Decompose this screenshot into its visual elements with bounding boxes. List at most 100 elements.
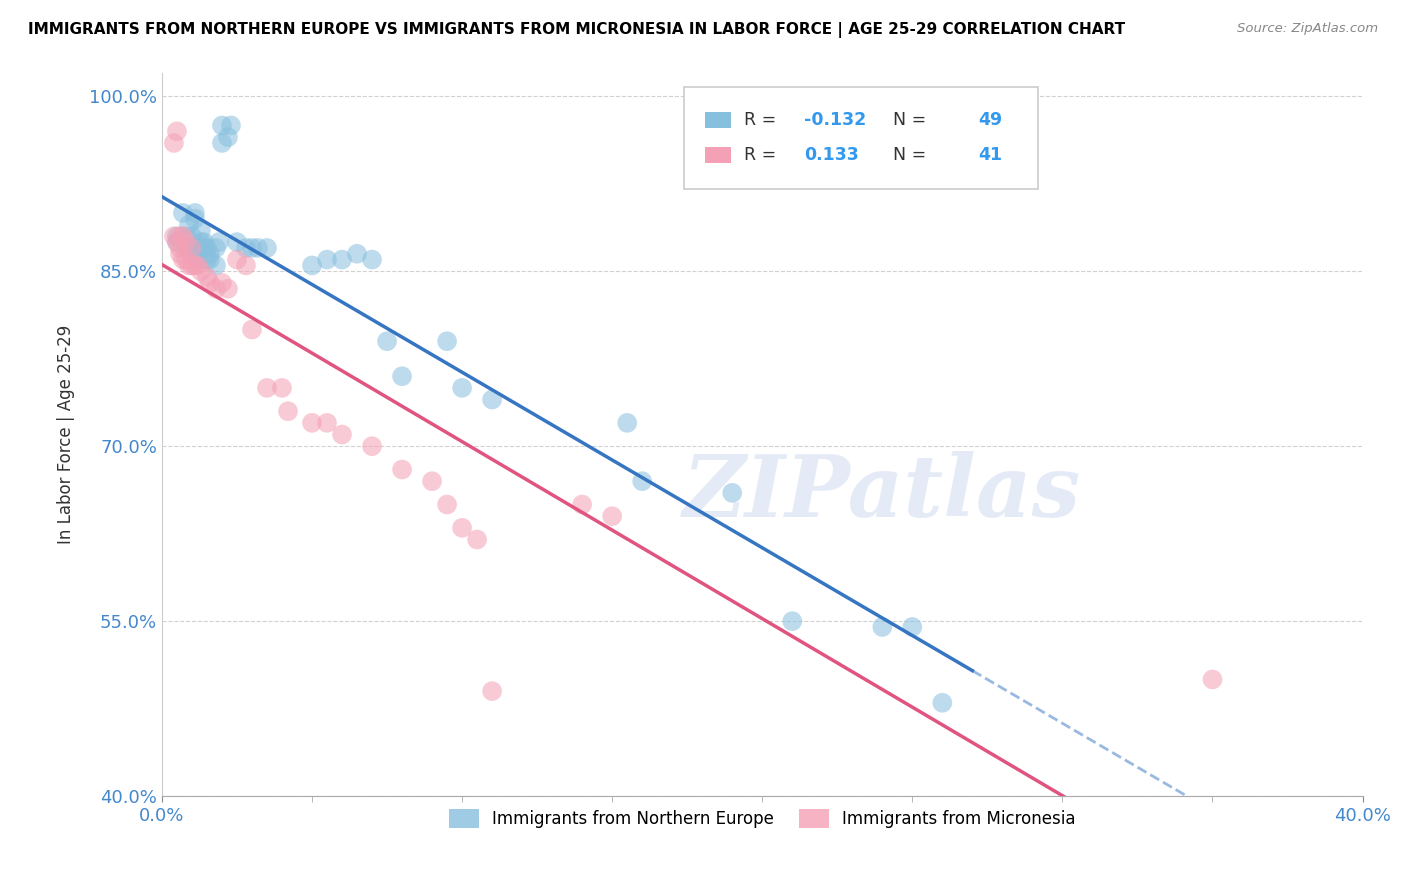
Point	[208, 235, 231, 249]
Point	[174, 241, 197, 255]
Point	[184, 211, 207, 226]
Point	[181, 241, 204, 255]
Point	[181, 229, 204, 244]
Point	[163, 229, 186, 244]
Point	[780, 614, 803, 628]
Text: IMMIGRANTS FROM NORTHERN EUROPE VS IMMIGRANTS FROM MICRONESIA IN LABOR FORCE | A: IMMIGRANTS FROM NORTHERN EUROPE VS IMMIG…	[28, 22, 1125, 38]
Point	[195, 252, 218, 267]
Point	[205, 282, 228, 296]
Point	[187, 259, 209, 273]
FancyBboxPatch shape	[704, 112, 731, 128]
Point	[235, 259, 257, 273]
Point	[177, 218, 200, 232]
Point	[346, 246, 368, 260]
Point	[187, 252, 209, 267]
Point	[872, 620, 894, 634]
Point	[217, 130, 239, 145]
Point	[166, 124, 188, 138]
Point	[169, 229, 191, 244]
Point	[271, 381, 294, 395]
Point	[391, 462, 413, 476]
Point	[219, 119, 242, 133]
Point	[172, 229, 194, 244]
Point	[465, 533, 488, 547]
Point	[631, 474, 654, 488]
Point	[481, 684, 503, 698]
Point	[187, 241, 209, 255]
Point	[451, 381, 474, 395]
Point	[256, 381, 278, 395]
Point	[184, 259, 207, 273]
Point	[211, 276, 233, 290]
Point	[901, 620, 924, 634]
Point	[211, 136, 233, 150]
Point	[195, 270, 218, 285]
Point	[205, 259, 228, 273]
Point	[226, 235, 249, 249]
Point	[256, 241, 278, 255]
Point	[330, 427, 353, 442]
Text: Source: ZipAtlas.com: Source: ZipAtlas.com	[1237, 22, 1378, 36]
Point	[169, 241, 191, 255]
Point	[181, 241, 204, 255]
Point	[184, 206, 207, 220]
Point	[361, 439, 384, 453]
Text: ZIPatlas: ZIPatlas	[683, 450, 1081, 534]
Point	[190, 235, 212, 249]
FancyBboxPatch shape	[704, 147, 731, 162]
Point	[177, 259, 200, 273]
Point	[451, 521, 474, 535]
Point	[166, 235, 188, 249]
Text: 41: 41	[979, 145, 1002, 164]
Point	[391, 369, 413, 384]
Point	[240, 241, 263, 255]
Y-axis label: In Labor Force | Age 25-29: In Labor Force | Age 25-29	[58, 325, 75, 544]
Point	[277, 404, 299, 418]
Point	[301, 259, 323, 273]
Text: N =: N =	[883, 145, 932, 164]
FancyBboxPatch shape	[685, 87, 1039, 189]
Point	[246, 241, 269, 255]
Point	[436, 498, 458, 512]
Point	[481, 392, 503, 407]
Legend: Immigrants from Northern Europe, Immigrants from Micronesia: Immigrants from Northern Europe, Immigra…	[441, 802, 1083, 835]
Point	[420, 474, 443, 488]
Point	[195, 241, 218, 255]
Point	[211, 119, 233, 133]
Point	[174, 229, 197, 244]
Point	[1201, 673, 1223, 687]
Point	[193, 235, 215, 249]
Text: 0.133: 0.133	[804, 145, 859, 164]
Text: R =: R =	[744, 145, 782, 164]
Point	[316, 416, 339, 430]
Point	[172, 206, 194, 220]
Point	[190, 264, 212, 278]
Point	[181, 259, 204, 273]
Point	[240, 322, 263, 336]
Point	[198, 276, 221, 290]
Point	[226, 252, 249, 267]
Point	[616, 416, 638, 430]
Point	[163, 136, 186, 150]
Point	[190, 223, 212, 237]
Point	[436, 334, 458, 349]
Point	[169, 246, 191, 260]
Point	[198, 246, 221, 260]
Point	[361, 252, 384, 267]
Point	[235, 241, 257, 255]
Point	[721, 486, 744, 500]
Point	[571, 498, 593, 512]
Text: 49: 49	[979, 111, 1002, 129]
Text: N =: N =	[883, 111, 932, 129]
Point	[172, 252, 194, 267]
Text: -0.132: -0.132	[804, 111, 866, 129]
Point	[166, 229, 188, 244]
Point	[375, 334, 398, 349]
Point	[217, 282, 239, 296]
Point	[193, 241, 215, 255]
Point	[205, 241, 228, 255]
Point	[174, 252, 197, 267]
Point	[316, 252, 339, 267]
Point	[330, 252, 353, 267]
Point	[301, 416, 323, 430]
